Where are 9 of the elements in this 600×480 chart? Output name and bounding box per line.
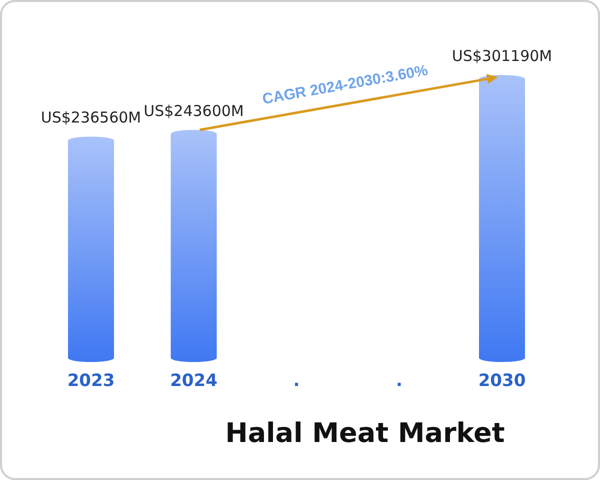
- x-tick-label: 2024: [170, 371, 218, 391]
- x-tick-label: 2030: [478, 371, 526, 391]
- data-label: US$236560M: [40, 108, 142, 127]
- x-tick-label: .: [396, 371, 402, 391]
- data-label: US$301190M: [452, 47, 552, 65]
- x-tick-label: 2023: [67, 371, 115, 391]
- data-label: US$243600M: [144, 102, 244, 120]
- x-tick-label: .: [293, 371, 300, 391]
- text: Halal Meat Market: [225, 418, 505, 449]
